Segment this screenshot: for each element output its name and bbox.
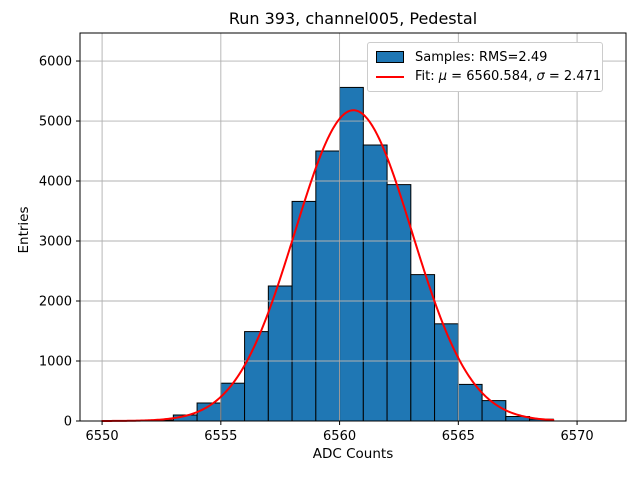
y-tick-label: 0	[64, 415, 72, 430]
fit-line-swatch-icon	[376, 75, 404, 79]
y-tick-label: 4000	[39, 175, 72, 190]
histogram-bar	[339, 86, 364, 422]
histogram-bar	[410, 274, 436, 422]
legend: Samples: RMS=2.49 Fit: μ = 6560.584, σ =…	[367, 42, 603, 92]
x-axis-label: ADC Counts	[312, 446, 394, 462]
histogram-bar	[434, 323, 459, 422]
legend-fit-label: Fit: μ = 6560.584, σ = 2.471	[415, 69, 602, 85]
y-tick-label: 6000	[39, 55, 72, 70]
y-tick-label: 1000	[39, 355, 72, 370]
histogram-bar	[244, 331, 269, 422]
x-tick-label: 6560	[323, 429, 356, 444]
histogram-swatch-icon	[376, 51, 404, 64]
y-tick-label: 2000	[39, 295, 72, 310]
legend-samples-label: Samples: RMS=2.49	[415, 49, 548, 65]
chart-title: Run 393, channel005, Pedestal	[228, 9, 478, 28]
x-tick-label: 6565	[442, 429, 475, 444]
legend-item-samples: Samples: RMS=2.49	[376, 50, 594, 65]
histogram-bar	[291, 200, 317, 422]
y-tick-label: 3000	[39, 235, 72, 250]
x-tick-label: 6570	[561, 429, 594, 444]
y-tick-label: 5000	[39, 115, 72, 130]
axes-frame	[79, 32, 627, 422]
histogram-bar	[220, 382, 246, 422]
y-axis-label: Entries	[16, 206, 32, 254]
legend-item-fit: Fit: μ = 6560.584, σ = 2.471	[376, 69, 601, 84]
x-tick-label: 6555	[204, 429, 237, 444]
histogram-bar	[267, 285, 293, 422]
gaussian-fit-curve	[101, 109, 555, 422]
x-tick-label: 6550	[86, 429, 119, 444]
histogram-bar	[362, 144, 388, 422]
histogram-bar	[315, 150, 341, 422]
